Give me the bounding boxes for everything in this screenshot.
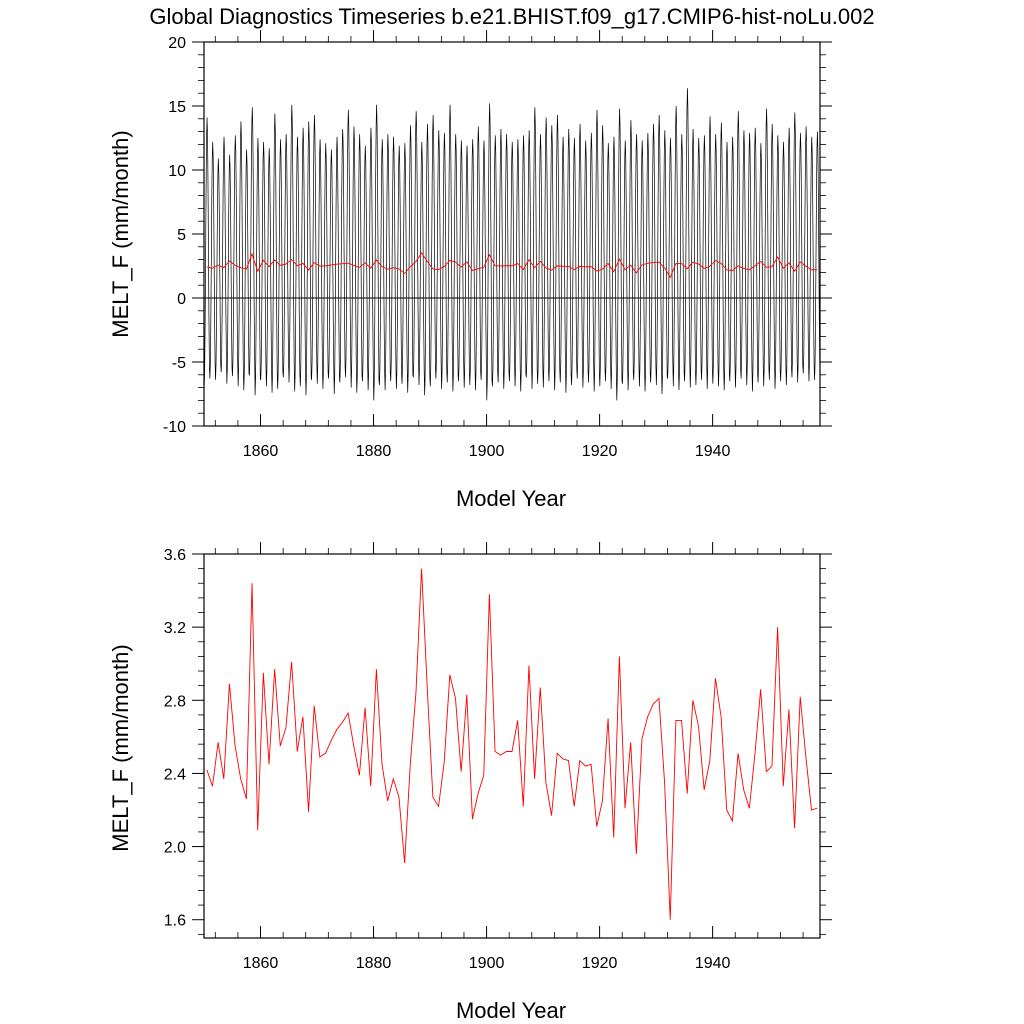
- top-y-tick-label: 20: [168, 35, 186, 52]
- bottom-y-tick-label: 1.6: [164, 913, 186, 930]
- top-x-tick-label: 1920: [582, 443, 618, 460]
- bottom-x-axis-label: Model Year: [456, 998, 566, 1023]
- bottom-y-axis-label: MELT_F (mm/month): [108, 644, 133, 851]
- bottom-y-tick-label: 2.4: [164, 766, 186, 783]
- top-y-tick-label: -10: [163, 419, 186, 436]
- bottom-plot-area: 1860 1880 1900 1920 1940 1.6 2.0 2.4 2.8 3.2 3.6: [164, 542, 832, 972]
- top-y-tick-label: -5: [172, 355, 186, 372]
- bottom-y-tick-label: 3.6: [164, 547, 186, 564]
- top-x-tick-label: 1860: [243, 443, 279, 460]
- top-x-tick-label: 1940: [695, 443, 731, 460]
- top-y-tick-label: 0: [177, 291, 186, 308]
- top-plot-area: 1860 1880 1900 1920 1940 -10 -5 0 5 10 15 20: [163, 30, 832, 460]
- top-y-tick-label: 10: [168, 163, 186, 180]
- top-y-axis-label: MELT_F (mm/month): [108, 130, 133, 337]
- top-panel: 1860 1880 1900 1920 1940 -10 -5 0 5 10 15 20 Model …: [108, 30, 832, 511]
- top-y-tick-label: 15: [168, 99, 186, 116]
- chart-title: Global Diagnostics Timeseries b.e21.BHIS…: [149, 4, 874, 29]
- bottom-x-tick-label: 1860: [243, 955, 279, 972]
- bottom-y-tick-label: 2.0: [164, 840, 186, 857]
- top-x-axis-label: Model Year: [456, 486, 566, 511]
- top-monthly-series-line: [203, 88, 821, 401]
- bottom-x-tick-label: 1880: [356, 955, 392, 972]
- bottom-y-tick-label: 2.8: [164, 693, 186, 710]
- bottom-x-tick-label: 1920: [582, 955, 618, 972]
- bottom-y-tick-label: 3.2: [164, 620, 186, 637]
- bottom-x-tick-label: 1900: [469, 955, 505, 972]
- top-y-tick-label: 5: [177, 227, 186, 244]
- top-x-tick-label: 1900: [469, 443, 505, 460]
- bottom-annual-mean-series-line: [206, 568, 818, 920]
- top-annual-mean-series-line: [206, 252, 818, 279]
- bottom-plot-frame: [203, 553, 821, 939]
- bottom-panel: 1860 1880 1900 1920 1940 1.6 2.0 2.4 2.8 3.2 3.6 M…: [108, 542, 832, 1023]
- top-x-tick-label: 1880: [356, 443, 392, 460]
- bottom-x-tick-label: 1940: [695, 955, 731, 972]
